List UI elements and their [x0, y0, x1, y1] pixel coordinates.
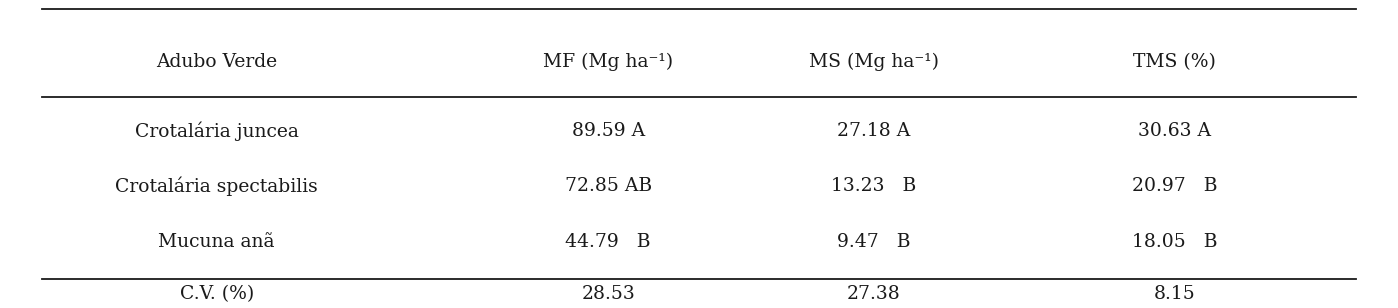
Text: 89.59 A: 89.59 A — [572, 122, 644, 140]
Text: 20.97   B: 20.97 B — [1131, 177, 1218, 195]
Text: 44.79   B: 44.79 B — [565, 233, 651, 251]
Text: 27.38: 27.38 — [847, 285, 900, 303]
Text: MS (Mg ha⁻¹): MS (Mg ha⁻¹) — [809, 52, 938, 71]
Text: C.V. (%): C.V. (%) — [179, 285, 254, 303]
Text: TMS (%): TMS (%) — [1132, 53, 1216, 71]
Text: 13.23   B: 13.23 B — [832, 177, 916, 195]
Text: 28.53: 28.53 — [582, 285, 635, 303]
Text: Crotalária spectabilis: Crotalária spectabilis — [115, 176, 319, 196]
Text: 27.18 A: 27.18 A — [837, 122, 910, 140]
Text: 30.63 A: 30.63 A — [1138, 122, 1211, 140]
Text: MF (Mg ha⁻¹): MF (Mg ha⁻¹) — [542, 52, 674, 71]
Text: 9.47   B: 9.47 B — [837, 233, 910, 251]
Text: Crotalária juncea: Crotalária juncea — [134, 121, 299, 141]
Text: 8.15: 8.15 — [1153, 285, 1195, 303]
Text: 18.05   B: 18.05 B — [1131, 233, 1218, 251]
Text: 72.85 AB: 72.85 AB — [565, 177, 651, 195]
Text: Mucuna anã: Mucuna anã — [158, 233, 275, 251]
Text: Adubo Verde: Adubo Verde — [157, 53, 277, 71]
